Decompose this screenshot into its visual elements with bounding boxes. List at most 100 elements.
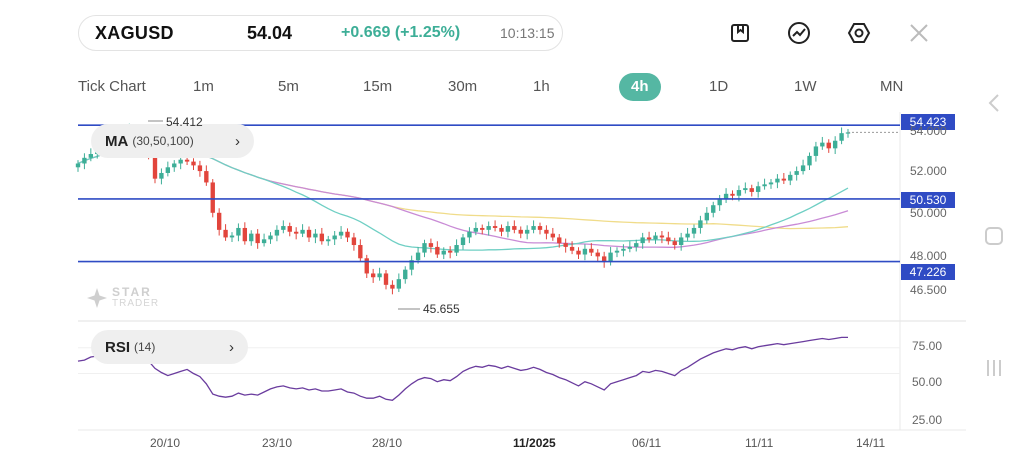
y-axis-label: 46.500 [910, 283, 947, 297]
tf-mn[interactable]: MN [880, 78, 904, 95]
close-icon[interactable] [906, 20, 932, 46]
candle-body [223, 229, 228, 238]
candle-body [274, 229, 280, 236]
candle-body [178, 159, 183, 164]
candle-body [531, 226, 536, 230]
candle-body [370, 273, 376, 278]
trend-line-icon[interactable] [786, 20, 812, 46]
candle-body [172, 163, 177, 168]
tf-30m[interactable]: 30m [448, 78, 478, 95]
price-line-label-top: 54.423 [901, 114, 955, 130]
candle-body [589, 248, 594, 253]
symbol-header: XAGUSD 54.04 +0.669 (+1.25%) 10:13:15 [78, 15, 563, 51]
candle-body [197, 165, 203, 172]
back-chevron-icon[interactable] [984, 93, 1004, 113]
ma-name: MA [105, 132, 129, 150]
candle-body [191, 161, 196, 166]
candle-body [261, 239, 267, 244]
candle-body [428, 243, 434, 247]
candle-body [807, 155, 812, 166]
candle-body [634, 243, 639, 247]
candle-body [621, 248, 626, 251]
tf-1h[interactable]: 1h [533, 78, 550, 95]
candle-body [685, 233, 690, 238]
candle-body [736, 190, 742, 196]
tf-tick-chart[interactable]: Tick Chart [78, 78, 146, 95]
candle-body [569, 246, 575, 251]
candle-body [839, 133, 844, 141]
candle-body [800, 165, 806, 172]
rsi-axis-label: 50.00 [912, 375, 943, 389]
candle-body [184, 159, 190, 162]
candle-body [152, 155, 158, 179]
tf-5m[interactable]: 5m [278, 78, 299, 95]
quote-time: 10:13:15 [500, 25, 555, 41]
bookmark-icon[interactable] [727, 20, 753, 46]
candle-body [210, 182, 215, 213]
rsi-axis-label: 75.00 [912, 339, 943, 353]
candle-body [242, 227, 248, 242]
candle-body [480, 227, 485, 230]
candle-body [358, 245, 363, 259]
candle-body [396, 279, 402, 289]
tf-1m[interactable]: 1m [193, 78, 214, 95]
candle-body [775, 178, 780, 183]
recent-apps-icon[interactable] [984, 358, 1004, 378]
candle-body [415, 252, 421, 261]
candle-body [422, 243, 427, 253]
x-axis-label: 23/10 [262, 436, 293, 450]
candle-body [595, 252, 600, 257]
rsi-indicator-chip[interactable]: RSI (14) › [91, 330, 248, 364]
tf-4h[interactable]: 4h [619, 73, 661, 101]
candle-body [762, 184, 767, 187]
candle-body [255, 233, 260, 244]
x-axis-label: 11/11 [745, 436, 774, 450]
candle-body [666, 237, 671, 242]
candle-body [249, 233, 254, 242]
candle-body [698, 220, 703, 228]
y-axis-label: 54.000 [910, 124, 947, 138]
candle-body [524, 229, 530, 234]
candle-body [614, 250, 620, 253]
candle-body [505, 226, 511, 232]
candle-body [813, 146, 819, 156]
price-line-label-mid: 50.530 [901, 192, 955, 208]
settings-hexagon-icon[interactable] [846, 20, 872, 46]
candle-body [390, 284, 395, 289]
candle-body [499, 227, 504, 232]
candle-body [576, 250, 581, 255]
candle-body [306, 229, 312, 238]
candle-body [755, 186, 761, 192]
candle-body [454, 245, 459, 253]
candle-body [364, 258, 369, 274]
candle-body [832, 140, 838, 149]
tf-15m[interactable]: 15m [363, 78, 393, 95]
candle-body [653, 235, 658, 240]
candle-body [441, 250, 446, 255]
candle-body [351, 237, 357, 246]
candle-body [293, 231, 299, 234]
candle-body [300, 229, 305, 234]
candle-body [313, 233, 318, 238]
candle-body [845, 132, 851, 134]
chevron-right-icon: › [235, 132, 240, 150]
candle-body [435, 246, 440, 255]
candle-body [159, 172, 164, 179]
tf-1w[interactable]: 1W [794, 78, 817, 95]
ma-indicator-chip[interactable]: MA (30,50,100) › [91, 124, 254, 158]
rsi-params: (14) [134, 340, 156, 354]
candle-body [582, 248, 588, 255]
x-axis-label: 20/10 [150, 436, 181, 450]
low-annotation: 45.655 [423, 302, 460, 316]
symbol-name: XAGUSD [95, 22, 174, 43]
home-square-icon[interactable] [984, 226, 1004, 246]
candle-body [659, 235, 665, 238]
candle-body [512, 226, 517, 230]
candle-body [409, 260, 414, 270]
candle-body [646, 237, 652, 240]
candle-body [216, 212, 222, 230]
tf-1d[interactable]: 1D [709, 78, 729, 95]
y-axis-label: 48.000 [910, 249, 947, 263]
candle-body [788, 174, 793, 181]
